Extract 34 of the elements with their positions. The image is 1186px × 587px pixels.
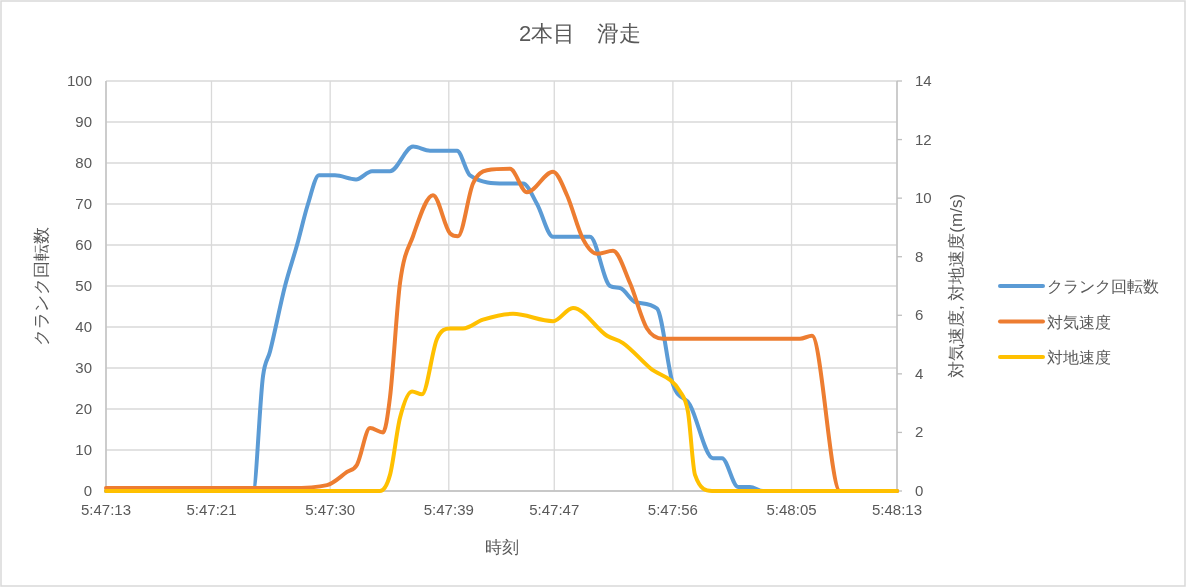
- y2-tick-label: 2: [915, 423, 924, 441]
- legend-label: クランク回転数: [1047, 278, 1159, 295]
- x-tick-label: 5:48:13: [871, 501, 923, 518]
- y2-tick-label: 8: [915, 247, 924, 265]
- x-tick-label: 5:47:30: [305, 501, 356, 518]
- legend-label: 対気速度: [1047, 313, 1111, 331]
- y2-tick-label: 6: [915, 306, 924, 324]
- legend-label: 対地速度: [1047, 349, 1111, 366]
- y-tick-label: 0: [83, 482, 92, 499]
- y-tick-label: 80: [75, 154, 92, 171]
- y-tick-label: 60: [75, 236, 92, 253]
- y2-tick-label: 10: [915, 189, 932, 207]
- y-tick-label: 70: [75, 195, 92, 212]
- y2-tick-label: 4: [915, 364, 924, 382]
- y-tick-label: 100: [66, 72, 92, 89]
- y2-tick-label: 14: [915, 72, 932, 89]
- y2-tick-label: 12: [915, 130, 932, 148]
- x-tick-label: 5:47:21: [186, 501, 237, 518]
- y-tick-label: 20: [75, 400, 92, 417]
- chart-title: 2本目 滑走: [518, 21, 642, 46]
- x-axis-title: 時刻: [484, 538, 519, 557]
- y-tick-label: 30: [75, 359, 92, 376]
- x-tick-label: 5:48:05: [766, 501, 817, 518]
- y-axis-title: クランク回転数: [32, 226, 51, 346]
- y2-tick-label: 0: [915, 482, 924, 499]
- x-tick-label: 5:47:13: [80, 501, 132, 518]
- x-tick-label: 5:47:47: [529, 501, 580, 518]
- x-tick-label: 5:47:56: [647, 501, 698, 518]
- y-tick-label: 40: [75, 318, 92, 335]
- y-tick-label: 90: [75, 113, 92, 130]
- y-tick-label: 50: [75, 277, 92, 294]
- x-tick-label: 5:47:39: [423, 501, 474, 518]
- y2-axis-title: 対気速度, 対地速度(m/s): [947, 193, 966, 379]
- y-tick-label: 10: [75, 441, 92, 458]
